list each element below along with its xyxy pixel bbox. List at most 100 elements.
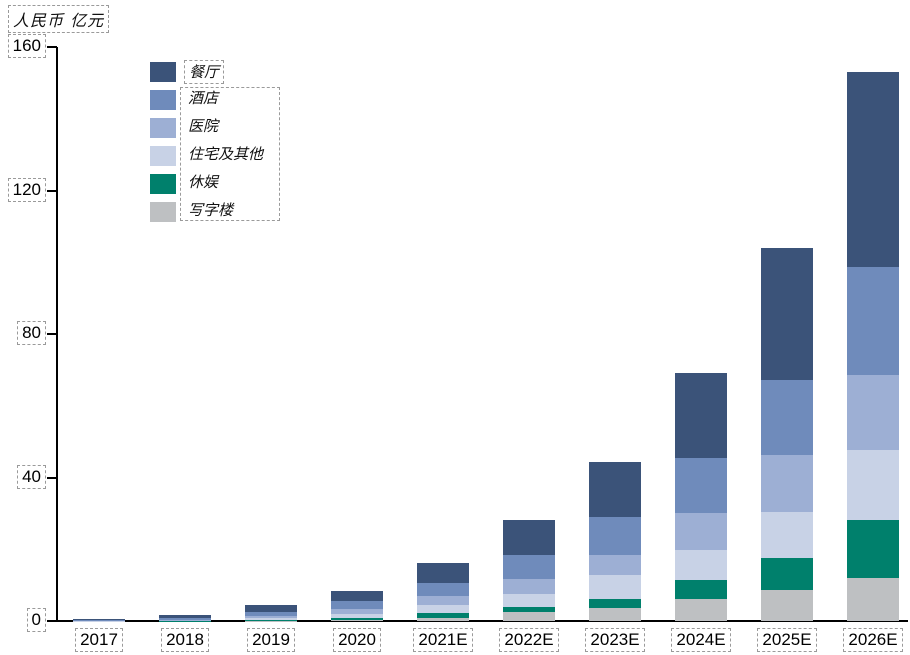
x-axis-label: 2021E <box>413 628 473 652</box>
bar-segment-休娱-2022E <box>503 607 555 613</box>
x-axis-label-wrap: 2025E <box>744 628 830 652</box>
bar-segment-写字楼-2021E <box>417 618 469 621</box>
bar-segment-休娱-2025E <box>761 558 813 591</box>
y-tick-label: 120 <box>7 177 46 202</box>
y-tick-mark <box>47 333 57 335</box>
legend-label-住宅及其他: 住宅及其他 <box>188 145 264 163</box>
legend-label-wrap: 写字楼 <box>184 200 237 220</box>
y-tick-label: 160 <box>7 34 46 58</box>
x-axis-label: 2020 <box>333 628 381 652</box>
legend-label-酒店: 酒店 <box>188 89 219 107</box>
bar-segment-医院-2020 <box>331 608 383 614</box>
bar-segment-医院-2018 <box>159 619 211 621</box>
bar-segment-酒店-2026E <box>847 267 899 376</box>
bar-segment-餐厅-2018 <box>159 614 211 619</box>
y-tick-label: 40 <box>17 464 46 489</box>
bar-segment-休娱-2024E <box>675 580 727 600</box>
x-axis-label: 2022E <box>499 628 559 652</box>
bar-segment-医院-2021E <box>417 595 469 605</box>
bar-segment-休娱-2026E <box>847 520 899 578</box>
bar-segment-住宅及其他-2025E <box>761 511 813 559</box>
bar-segment-住宅及其他-2022E <box>503 594 555 607</box>
bar-segment-写字楼-2020 <box>331 619 383 621</box>
bar-segment-医院-2019 <box>245 615 297 619</box>
bar-segment-酒店-2021E <box>417 582 469 596</box>
bar-segment-医院-2023E <box>589 554 641 576</box>
bar-segment-休娱-2023E <box>589 599 641 609</box>
bar-segment-写字楼-2024E <box>675 599 727 621</box>
legend-swatch-酒店 <box>150 90 176 110</box>
y-tick-label: 80 <box>17 321 46 345</box>
bar-segment-住宅及其他-2026E <box>847 450 899 521</box>
y-tick-label-wrap: 160 <box>0 34 46 58</box>
bar-segment-酒店-2019 <box>245 612 297 616</box>
legend-swatch-医院 <box>150 118 176 138</box>
x-axis-label-wrap: 2021E <box>400 628 486 652</box>
bar-segment-餐厅-2025E <box>761 248 813 381</box>
bar-segment-医院-2025E <box>761 455 813 512</box>
x-axis-label: 2025E <box>757 628 817 652</box>
bar-segment-休娱-2020 <box>331 617 383 620</box>
bar-segment-医院-2026E <box>847 375 899 451</box>
y-tick-mark <box>47 189 57 192</box>
x-axis-label-wrap: 2023E <box>572 628 658 652</box>
y-tick-mark <box>47 620 57 622</box>
y-tick-label-wrap: 40 <box>0 464 46 489</box>
bar-segment-写字楼-2023E <box>589 608 641 621</box>
y-tick-label: 0 <box>26 608 46 632</box>
bar-segment-餐厅-2023E <box>589 462 641 517</box>
x-axis-label: 2023E <box>585 628 645 652</box>
y-tick-mark <box>47 46 57 48</box>
y-tick-label-wrap: 0 <box>0 608 46 632</box>
bar-segment-餐厅-2021E <box>417 562 469 583</box>
x-axis-label: 2019 <box>247 628 295 652</box>
legend-label-餐厅: 餐厅 <box>184 60 225 84</box>
bar-segment-医院-2024E <box>675 513 727 550</box>
bar-segment-住宅及其他-2021E <box>417 604 469 614</box>
legend-swatch-休娱 <box>150 174 176 194</box>
legend-swatch-餐厅 <box>150 62 176 82</box>
bar-segment-餐厅-2019 <box>245 604 297 613</box>
bar-segment-餐厅-2026E <box>847 72 899 268</box>
bar-segment-写字楼-2022E <box>503 612 555 621</box>
bar-segment-酒店-2023E <box>589 516 641 555</box>
bar-segment-餐厅-2022E <box>503 520 555 555</box>
bar-segment-酒店-2022E <box>503 554 555 580</box>
legend-label-休娱: 休娱 <box>188 173 219 191</box>
bar-segment-酒店-2020 <box>331 600 383 609</box>
legend-label-wrap: 医院 <box>184 116 222 136</box>
x-axis-line <box>56 620 908 622</box>
x-axis-label-wrap: 2020 <box>314 628 400 652</box>
bar-segment-休娱-2021E <box>417 613 469 619</box>
x-axis-label-wrap: 2019 <box>228 628 314 652</box>
bar-segment-酒店-2018 <box>159 618 211 620</box>
x-axis-label-wrap: 2024E <box>658 628 744 652</box>
x-axis-label: 2018 <box>161 628 209 652</box>
bar-segment-餐厅-2024E <box>675 373 727 459</box>
legend-label-wrap: 休娱 <box>184 172 222 192</box>
bar-segment-住宅及其他-2024E <box>675 549 727 581</box>
y-axis-line <box>56 47 58 621</box>
x-axis-label-wrap: 2018 <box>142 628 228 652</box>
legend-group-box <box>180 87 280 221</box>
legend-label-wrap: 酒店 <box>184 88 222 108</box>
x-axis-label: 2017 <box>75 628 123 652</box>
x-axis-label-wrap: 2026E <box>830 628 910 652</box>
y-tick-label-wrap: 120 <box>0 177 46 202</box>
legend-label-wrap: 住宅及其他 <box>184 144 267 164</box>
bar-segment-酒店-2024E <box>675 458 727 513</box>
chart-title: 人民币 亿元 <box>8 5 110 33</box>
legend-swatch-住宅及其他 <box>150 146 176 166</box>
x-axis-label-wrap: 2022E <box>486 628 572 652</box>
bar-segment-写字楼-2025E <box>761 590 813 621</box>
legend-label-写字楼: 写字楼 <box>188 201 234 219</box>
x-axis-label: 2026E <box>843 628 903 652</box>
x-axis-label: 2024E <box>671 628 731 652</box>
bar-segment-餐厅-2017 <box>73 619 125 621</box>
bar-segment-住宅及其他-2020 <box>331 613 383 618</box>
legend-label-医院: 医院 <box>188 117 219 135</box>
x-axis-label-wrap: 2017 <box>56 628 142 652</box>
bar-segment-餐厅-2020 <box>331 590 383 601</box>
